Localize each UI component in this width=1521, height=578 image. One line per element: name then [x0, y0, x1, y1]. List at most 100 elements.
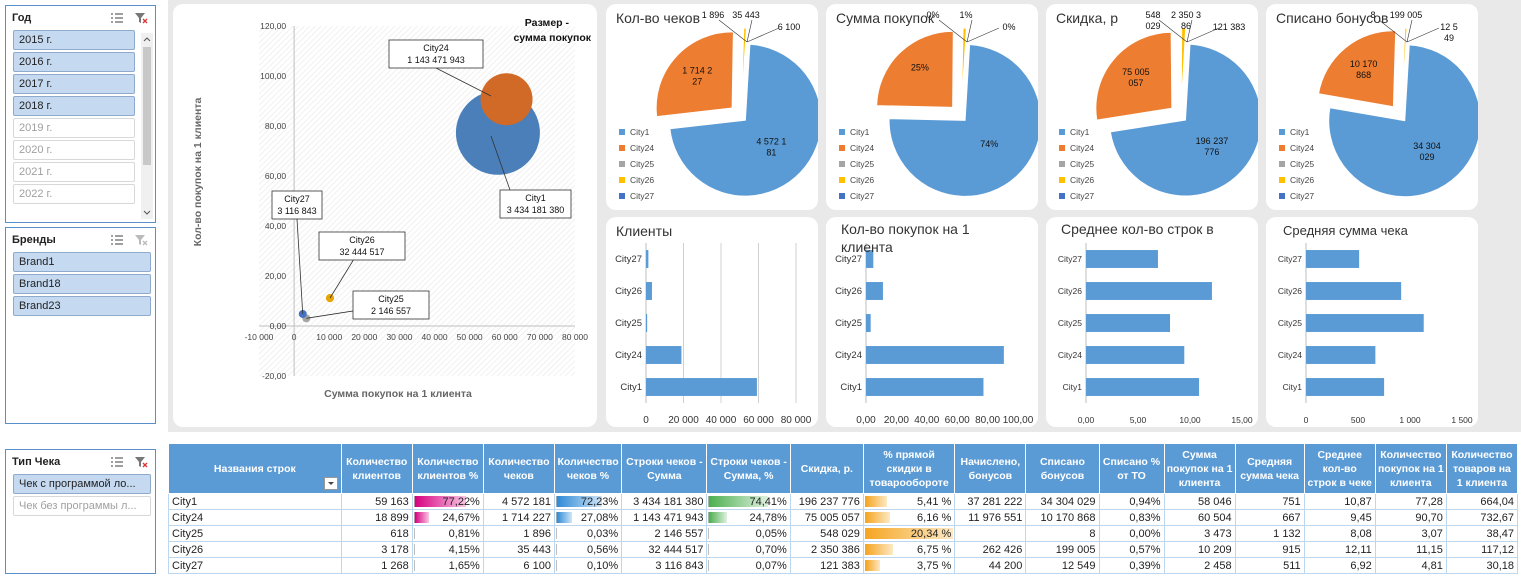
pie-slice-city24[interactable]	[655, 31, 734, 118]
bar-city1[interactable]	[646, 378, 757, 396]
slicer-item[interactable]: Чек без программы л...	[13, 496, 151, 516]
bar-city27[interactable]	[1306, 250, 1360, 268]
slicer-item[interactable]: 2019 г.	[13, 118, 135, 138]
bar-city26[interactable]	[1306, 282, 1402, 300]
pie-slice-city24[interactable]	[876, 30, 954, 108]
column-header[interactable]: Сумма покупок на 1 клиента	[1163, 443, 1236, 494]
pie-slice-city27[interactable]	[1181, 27, 1188, 105]
column-header[interactable]: Количество клиентов	[340, 443, 413, 494]
bar-city1[interactable]	[1306, 378, 1385, 396]
pie-slice-city1[interactable]	[888, 44, 1038, 197]
bar-city24[interactable]	[1086, 346, 1185, 364]
bar-city27[interactable]	[646, 250, 649, 268]
column-header[interactable]: % прямой скидки в товарообороте	[862, 443, 956, 494]
slicer-item[interactable]: 2015 г.	[13, 30, 135, 50]
bar-city25[interactable]	[646, 314, 648, 332]
bar-city24[interactable]	[1306, 346, 1376, 364]
pie-title: Списано бонусов	[1276, 10, 1389, 26]
bar-city27[interactable]	[866, 250, 874, 268]
pie-leader-line	[718, 19, 748, 43]
bar-city24[interactable]	[646, 346, 682, 364]
table-row[interactable]: City1 59 163 77,22% 4 572 181 72,23% 3 434 18…	[168, 493, 1519, 510]
column-header[interactable]: Строки чеков - Сумма	[621, 443, 708, 494]
clear-filter-icon[interactable]	[133, 11, 149, 25]
column-header[interactable]: Списано бонусов	[1025, 443, 1100, 494]
year-slicer-scrollbar[interactable]	[141, 33, 153, 219]
clear-filter-icon[interactable]	[133, 233, 149, 247]
slicer-item[interactable]: 2021 г.	[13, 162, 135, 182]
pie-leader-line	[746, 27, 780, 43]
pie-slice-city1[interactable]	[1328, 44, 1478, 198]
y-tick-label: 120,00	[260, 21, 286, 31]
table-cell: 6,75 %	[862, 541, 956, 558]
table-row[interactable]: City25 618 0,81% 1 896 0,03% 2 146 557 0,05% 54…	[168, 525, 1519, 542]
table-cell: 59 163	[340, 493, 413, 510]
legend-swatch	[619, 145, 625, 151]
slicer-item[interactable]: Brand23	[13, 296, 151, 316]
bar-city25[interactable]	[1086, 314, 1171, 332]
cell-value: 11,15	[1416, 543, 1443, 556]
pie-leader-line	[1186, 27, 1220, 43]
column-header[interactable]: Количество клиентов %	[411, 443, 484, 494]
table-row[interactable]: City26 3 178 4,15% 35 443 0,56% 32 444 517 0,7…	[168, 541, 1519, 558]
column-header[interactable]: Количество чеков %	[553, 443, 623, 494]
column-header[interactable]: Начислено, бонусов	[954, 443, 1027, 494]
table-row[interactable]: City27 1 268 1,65% 6 100 0,10% 3 116 843 0,07%…	[168, 557, 1519, 574]
column-header[interactable]: Количество покупок на 1 клиента	[1374, 443, 1447, 494]
table-row[interactable]: City24 18 899 24,67% 1 714 227 27,08% 1 143 4…	[168, 509, 1519, 526]
bar-city25[interactable]	[866, 314, 871, 332]
pie-slice-city1[interactable]	[669, 43, 818, 197]
clear-filter-icon[interactable]	[133, 455, 149, 469]
legend-swatch	[619, 193, 625, 199]
multi-select-icon[interactable]	[109, 11, 125, 25]
cell-value: 0,39%	[1129, 559, 1161, 572]
bar-city26[interactable]	[1086, 282, 1212, 300]
x-tick-label: 20 000	[668, 415, 699, 426]
cell-value: 90,70	[1415, 511, 1443, 524]
column-header[interactable]: Скидка, р.	[789, 443, 864, 494]
multi-select-icon[interactable]	[109, 455, 125, 469]
column-header[interactable]: Списано % от ТО	[1098, 443, 1165, 494]
column-header[interactable]: Количество товаров на 1 клиента	[1445, 443, 1519, 494]
brands-slicer-items: Brand1 Brand18 Brand23	[6, 252, 151, 316]
pie-slice-city1[interactable]	[1109, 43, 1258, 197]
bar-city26[interactable]	[866, 282, 883, 300]
column-header[interactable]: Средняя сумма чека	[1234, 443, 1305, 494]
pie-slice-city24[interactable]	[1095, 31, 1173, 121]
slicer-item[interactable]: Чек с программой ло...	[13, 474, 151, 494]
slicer-item[interactable]: Brand18	[13, 274, 151, 294]
slicer-item[interactable]: 2016 г.	[13, 52, 135, 72]
slicer-item[interactable]: 2018 г.	[13, 96, 135, 116]
bar-city1[interactable]	[1086, 378, 1200, 396]
column-header[interactable]: Строки чеков - Сумма, %	[706, 443, 791, 494]
bar-city27[interactable]	[1086, 250, 1158, 268]
column-header[interactable]: Количество чеков	[482, 443, 555, 494]
column-header-label: Строки чеков - Сумма, %	[710, 455, 787, 482]
cell-value: 0,83%	[1129, 511, 1161, 524]
filter-dropdown-icon[interactable]	[323, 477, 338, 490]
pie-slice-city27[interactable]	[1401, 27, 1409, 105]
bar-city26[interactable]	[646, 282, 652, 300]
slicer-item[interactable]: 2017 г.	[13, 74, 135, 94]
x-tick-label: 0	[643, 415, 649, 426]
data-bar	[555, 512, 572, 523]
pie-slice-city27[interactable]	[961, 27, 969, 105]
table-cell: 0,56%	[553, 541, 623, 558]
data-bar	[413, 496, 466, 507]
bubble-city24[interactable]	[480, 73, 533, 126]
bar-city1[interactable]	[866, 378, 984, 396]
slicer-item[interactable]: 2020 г.	[13, 140, 135, 160]
bar-city25[interactable]	[1306, 314, 1424, 332]
column-header[interactable]: Среднее кол-во строк в чеке	[1303, 443, 1376, 494]
table-cell: 3 178	[340, 541, 413, 558]
pie-slice-city24[interactable]	[1317, 30, 1397, 108]
column-header[interactable]: Названия строк	[168, 443, 342, 494]
pie-slice-city27[interactable]	[741, 27, 749, 105]
multi-select-icon[interactable]	[109, 233, 125, 247]
x-tick-label: 20,00	[884, 415, 909, 426]
table-cell: 11 976 551	[954, 509, 1027, 526]
slicer-item[interactable]: Brand1	[13, 252, 151, 272]
bar-city24[interactable]	[866, 346, 1004, 364]
slicer-item[interactable]: 2022 г.	[13, 184, 135, 204]
cell-value: 38,47	[1486, 527, 1514, 540]
